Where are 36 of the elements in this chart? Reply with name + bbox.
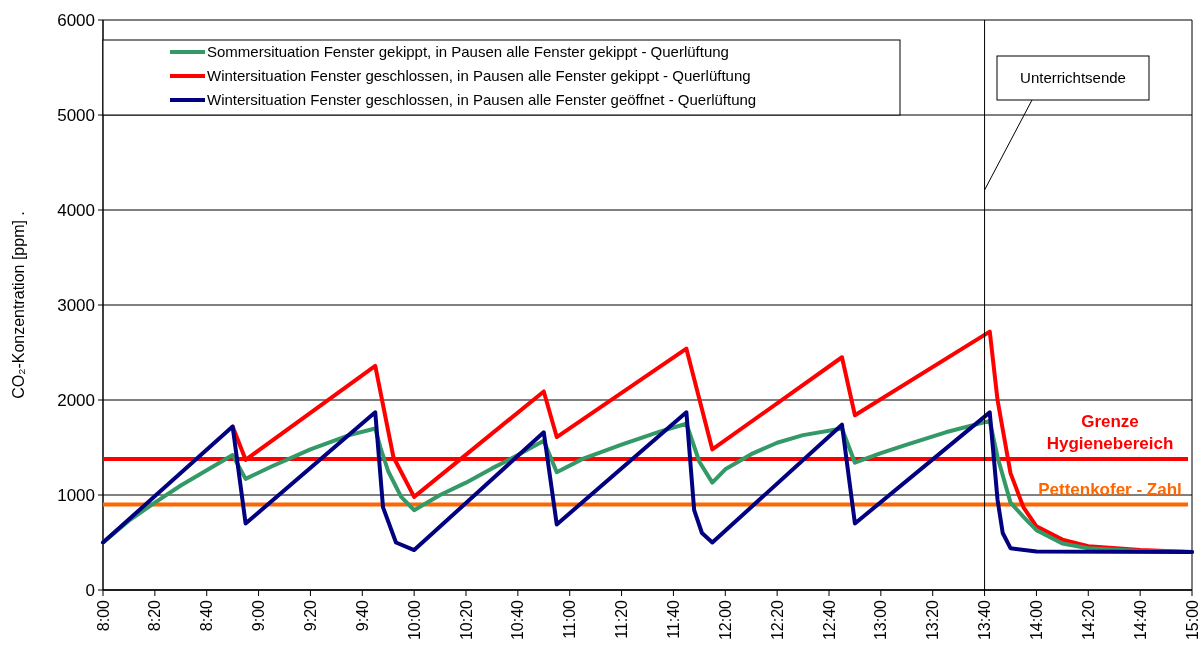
y-tick-label: 1000: [57, 485, 95, 505]
x-tick-label: 13:00: [872, 599, 890, 641]
x-tick-label: 8:00: [94, 599, 112, 632]
x-tick-label: 14:20: [1079, 599, 1097, 641]
x-tick-label: 12:00: [716, 599, 734, 641]
x-tick-label: 9:40: [353, 599, 371, 632]
y-tick-label: 2000: [57, 390, 95, 410]
x-tick-label: 13:20: [924, 599, 942, 641]
x-tick-label: 15:00: [1183, 599, 1201, 641]
x-tick-label: 14:40: [1131, 599, 1149, 641]
x-tick-label: 11:00: [561, 599, 579, 639]
x-tick-label: 9:20: [302, 599, 320, 632]
y-tick-label: 5000: [57, 105, 95, 125]
x-tick-label: 13:40: [976, 599, 994, 641]
x-tick-label: 11:20: [613, 599, 631, 639]
x-tick-label: 10:00: [405, 599, 423, 641]
x-tick-label: 14:00: [1028, 599, 1046, 641]
legend-label: Wintersituation Fenster geschlossen, in Pausen alle Fenster geöffnet - Querlüftung: [207, 91, 757, 109]
x-tick-label: 11:40: [665, 599, 683, 639]
x-tick-label: 10:20: [457, 599, 475, 641]
ref-line-label: Unterrichtsende: [1020, 69, 1126, 87]
legend-label: Sommersituation Fenster gekippt, in Pausen alle Fenster gekippt - Querlüftung: [207, 43, 729, 61]
y-axis-title: CO₂-Konzentration [ppm] .: [10, 211, 27, 399]
y-tick-label: 6000: [57, 10, 95, 30]
x-tick-label: 8:40: [198, 599, 216, 632]
y-tick-label: 0: [85, 580, 95, 600]
y-tick-label: 4000: [57, 200, 95, 220]
legend-label: Wintersituation Fenster geschlossen, in Pausen alle Fenster gekippt - Querlüftung: [207, 67, 751, 85]
ref-line-label: Grenze Hygienebereich: [1046, 411, 1174, 453]
x-tick-label: 9:00: [250, 599, 268, 632]
x-tick-label: 12:20: [768, 599, 786, 641]
x-tick-label: 10:40: [509, 599, 527, 641]
x-tick-label: 12:40: [820, 599, 838, 641]
x-tick-label: 8:20: [146, 599, 164, 632]
y-tick-label: 3000: [57, 295, 95, 315]
ref-line-label: Pettenkofer - Zahl: [1038, 479, 1182, 499]
